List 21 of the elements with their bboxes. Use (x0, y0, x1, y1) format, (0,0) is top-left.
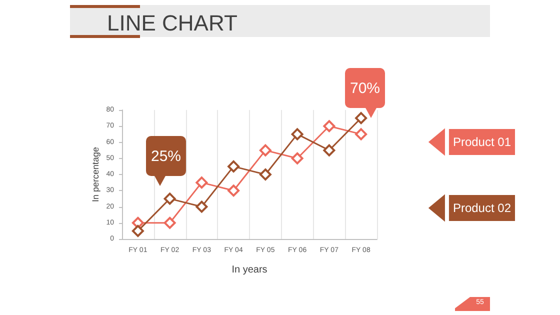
point (355, 112, 368, 124)
point (228, 160, 240, 172)
point (196, 176, 208, 189)
legend-label: Product 02 (452, 201, 512, 215)
point (323, 120, 336, 132)
x-axis-title: In years (232, 264, 268, 276)
point (164, 192, 176, 205)
annotation: 25% (146, 136, 186, 176)
point (196, 200, 208, 213)
point (259, 144, 272, 156)
point (355, 128, 368, 140)
point (132, 224, 144, 237)
point (259, 168, 272, 180)
legend-label: Product 01 (452, 135, 512, 149)
point (164, 216, 176, 229)
point (323, 144, 336, 156)
point (228, 184, 240, 197)
point (291, 128, 304, 140)
point (291, 152, 304, 164)
y-axis-title: In percentage (90, 146, 100, 202)
chart-title: LINE CHART (107, 10, 238, 36)
